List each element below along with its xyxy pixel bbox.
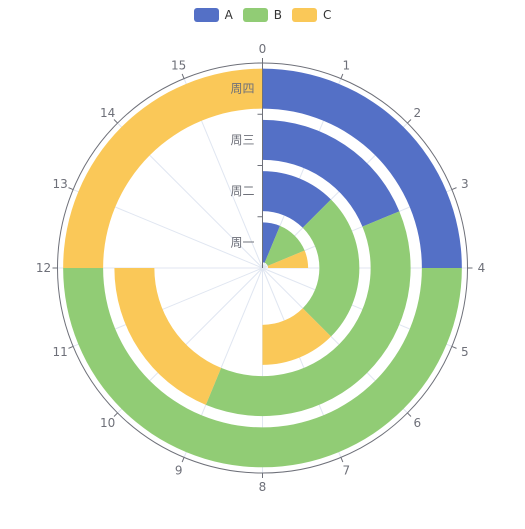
angle-tick-label: 0 (259, 42, 267, 56)
legend-swatch-a (193, 8, 219, 22)
angle-tick-label: 4 (478, 261, 486, 275)
radius-tick-label: 周三 (230, 133, 254, 147)
bar-a-3[interactable] (262, 68, 462, 268)
bar-b-0[interactable] (264, 225, 305, 266)
angle-tick (113, 412, 118, 417)
bar-b-3[interactable] (63, 268, 462, 468)
angle-tick-label: 2 (414, 106, 422, 120)
angle-tick (451, 345, 457, 349)
angle-tick-label: 10 (100, 416, 115, 430)
angle-tick (451, 187, 457, 191)
legend-swatch-b (242, 8, 268, 22)
radius-tick-label: 周二 (230, 184, 254, 198)
legend-label-c: C (323, 8, 332, 22)
bar-c-0[interactable] (267, 250, 309, 268)
angle-tick (68, 187, 74, 191)
legend: A B C (0, 8, 525, 22)
legend-label-a: A (224, 8, 233, 22)
angle-tick-label: 12 (36, 261, 51, 275)
angle-tick (113, 119, 118, 124)
bar-c-1[interactable] (262, 308, 331, 365)
angle-tick-label: 11 (53, 345, 68, 359)
radius-tick-label: 周四 (230, 82, 254, 96)
angle-tick-label: 3 (461, 177, 469, 191)
bar-a-0[interactable] (262, 222, 280, 263)
angle-tick (340, 457, 344, 463)
bars (63, 68, 462, 468)
angle-tick-label: 6 (414, 416, 422, 430)
angle-tick-label: 8 (259, 480, 267, 494)
angle-tick-label: 15 (171, 59, 186, 73)
angle-tick (407, 412, 412, 417)
angle-tick-label: 1 (342, 59, 350, 73)
angle-tick-label: 9 (175, 463, 183, 477)
angle-tick-label: 13 (53, 177, 68, 191)
angle-tick-label: 7 (342, 463, 350, 477)
angle-tick-label: 5 (461, 345, 469, 359)
legend-swatch-c (292, 8, 318, 22)
legend-item-a[interactable]: A (193, 8, 233, 22)
bar-a-1[interactable] (262, 171, 331, 228)
bar-c-3[interactable] (63, 68, 263, 268)
legend-item-c[interactable]: C (292, 8, 331, 22)
angle-tick (181, 73, 185, 79)
angle-tick (68, 345, 74, 349)
bar-b-1[interactable] (302, 199, 360, 337)
angle-tick (181, 457, 185, 463)
angle-tick (340, 73, 344, 79)
bar-a-2[interactable] (262, 119, 400, 227)
radius-tick-label: 周一 (230, 235, 254, 249)
bar-b-2[interactable] (205, 211, 411, 417)
legend-label-b: B (273, 8, 283, 22)
bar-c-2[interactable] (114, 268, 222, 405)
angle-tick (407, 119, 412, 124)
legend-item-b[interactable]: B (242, 8, 283, 22)
angle-tick-label: 14 (100, 106, 115, 120)
